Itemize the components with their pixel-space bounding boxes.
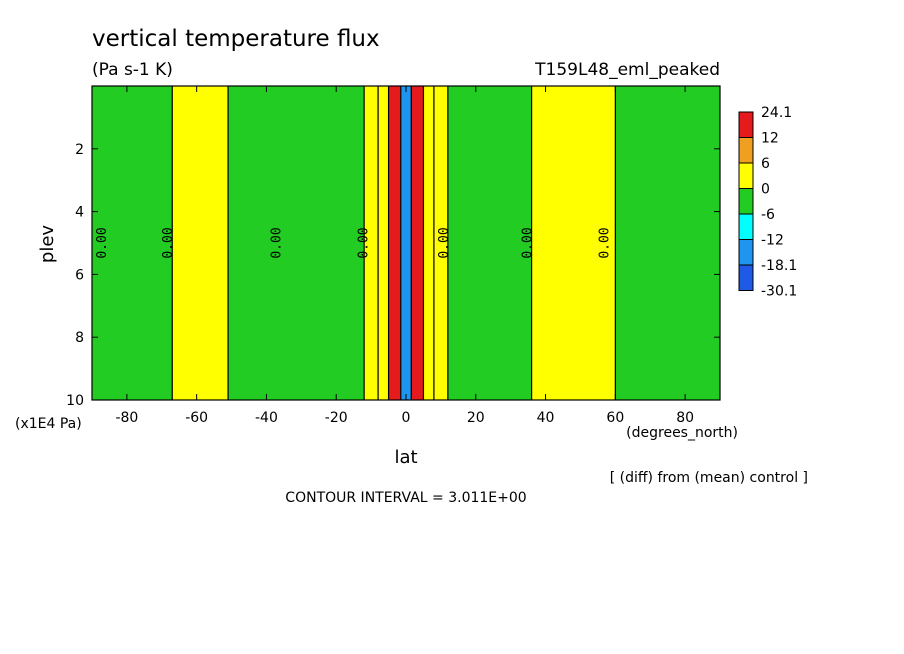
x-tick-label: -20	[325, 410, 348, 426]
x-tick-label: 40	[537, 410, 555, 426]
contour-band	[172, 86, 229, 400]
y-tick-label: 8	[75, 330, 84, 346]
legend-label: -18.1	[761, 258, 797, 274]
contour-band	[433, 86, 448, 400]
legend-label: 0	[761, 182, 770, 198]
y-axis-label: plev	[37, 225, 58, 264]
legend-label: -30.1	[761, 284, 797, 300]
contour-band	[447, 86, 532, 400]
contour-band	[615, 86, 720, 400]
x-axis-label: lat	[394, 447, 417, 468]
x-tick-label: -40	[255, 410, 278, 426]
contour-value-label: 0.00	[597, 227, 612, 258]
contour-value-label: 0.00	[357, 227, 372, 258]
experiment-label: T159L48_eml_peaked	[534, 60, 720, 80]
contour-value-label: 0.00	[521, 227, 536, 258]
diff-note: [ (diff) from (mean) control ]	[610, 470, 808, 486]
legend-label: 6	[761, 156, 770, 172]
contour-value-label: 0.00	[95, 227, 110, 258]
contour-band	[92, 86, 173, 400]
contour-band	[228, 86, 365, 400]
legend-swatch	[738, 188, 754, 215]
y-tick-label: 2	[75, 142, 84, 158]
contour-band	[400, 86, 412, 400]
contour-band	[531, 86, 616, 400]
contour-interval-label: CONTOUR INTERVAL = 3.011E+00	[285, 490, 526, 506]
y-tick-label: 4	[75, 205, 84, 221]
legend-label: 12	[761, 131, 779, 147]
x-tick-label: 0	[402, 410, 411, 426]
x-tick-label: 80	[676, 410, 694, 426]
legend-swatch	[738, 111, 754, 138]
x-tick-label: 20	[467, 410, 485, 426]
legend-swatch	[738, 137, 754, 164]
y-axis-ticks: 2 4 6 8 10	[66, 142, 720, 409]
contour-value-label: 0.00	[161, 227, 176, 258]
y-tick-label: 6	[75, 267, 84, 283]
contour-value-label: 0.00	[269, 227, 284, 258]
chart-title: vertical temperature flux	[92, 26, 380, 52]
contour-band	[364, 86, 379, 400]
legend-label: -12	[761, 233, 784, 249]
contour-value-label: 0.00	[437, 227, 452, 258]
x-tick-label: -60	[185, 410, 208, 426]
legend-label: 24.1	[761, 105, 792, 121]
contour-band	[378, 86, 389, 400]
x-tick-label: -80	[115, 410, 138, 426]
legend-swatch	[738, 213, 754, 240]
contour-band	[423, 86, 434, 400]
x-axis-units: (degrees_north)	[626, 425, 738, 441]
contour-band	[388, 86, 401, 400]
legend-swatch	[738, 162, 754, 189]
legend-label: -6	[761, 207, 775, 223]
color-legend: 24.1 12 6 0 -6 -12 -18.1 -30.1	[738, 105, 797, 300]
x-axis-ticks: -80 -60 -40 -20 0 20 40 60 80	[115, 86, 694, 426]
y-tick-label: 10	[66, 393, 84, 409]
legend-swatch	[738, 264, 754, 291]
contour-band	[411, 86, 424, 400]
plot-area: 0.00 0.00 0.00 0.00 0.00 0.00 0.00	[91, 85, 721, 401]
units-label: (Pa s-1 K)	[92, 60, 173, 80]
y-axis-units: (x1E4 Pa)	[15, 416, 82, 432]
x-tick-label: 60	[606, 410, 624, 426]
legend-swatch	[738, 239, 754, 266]
